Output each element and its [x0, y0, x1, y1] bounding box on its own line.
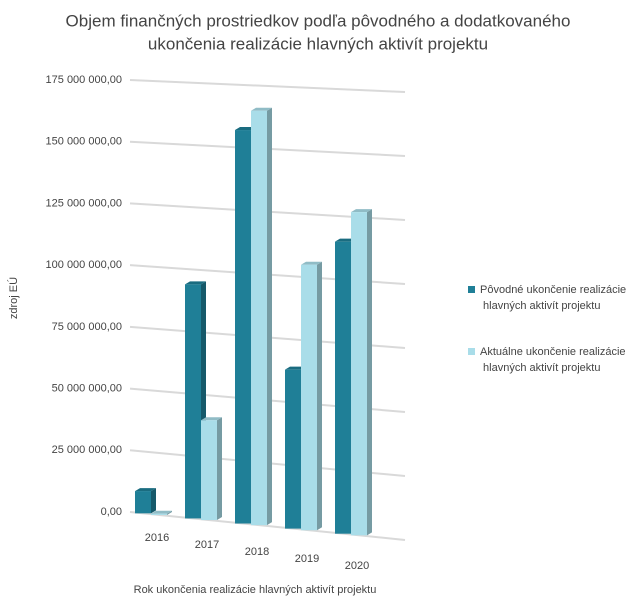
bar — [201, 420, 217, 521]
bar — [285, 369, 301, 529]
legend-swatch — [468, 348, 475, 355]
bar — [335, 241, 351, 534]
bar-top — [151, 510, 172, 514]
y-tick-label: 125 000 000,00 — [46, 197, 122, 209]
bar — [251, 110, 267, 526]
grid-line — [129, 79, 406, 93]
bar — [301, 264, 317, 531]
y-tick-label: 0,00 — [101, 506, 122, 518]
bar-top — [185, 281, 206, 285]
bar — [185, 284, 201, 519]
bar — [135, 491, 151, 514]
y-axis-title: zdroj EÚ — [7, 277, 20, 319]
bar-side — [267, 107, 272, 526]
bar-side — [367, 209, 372, 536]
bar-side — [217, 417, 222, 521]
bar-top — [335, 238, 356, 242]
bar-top — [201, 417, 222, 421]
y-tick-label: 100 000 000,00 — [46, 259, 122, 271]
x-axis-title: Rok ukončenia realizácie hlavných aktiví… — [134, 584, 377, 596]
bar-top — [135, 488, 156, 492]
bar-top — [351, 209, 372, 213]
bar — [351, 212, 367, 536]
x-tick-label: 2018 — [245, 546, 269, 558]
bar-side — [167, 510, 172, 515]
x-tick-label: 2020 — [345, 560, 369, 572]
x-tick-label: 2017 — [195, 539, 219, 551]
y-tick-label: 150 000 000,00 — [46, 136, 122, 148]
y-tick-label: 50 000 000,00 — [52, 382, 122, 394]
legend-label: Aktuálne ukončenie realizácie hlavných a… — [480, 346, 626, 374]
y-tick-label: 175 000 000,00 — [46, 74, 122, 86]
y-tick-label: 25 000 000,00 — [52, 444, 122, 456]
x-tick-label: 2019 — [295, 553, 319, 565]
legend-label: Pôvodné ukončenie realizácie hlavných ak… — [480, 284, 626, 312]
chart-title: ukončenia realizácie hlavných aktivít pr… — [148, 34, 488, 53]
bar-top — [285, 366, 306, 370]
bar — [235, 130, 251, 524]
bar — [151, 513, 167, 515]
bar-top — [235, 127, 256, 131]
bar-side — [151, 488, 156, 514]
bar-top — [251, 107, 272, 111]
legend-swatch — [468, 286, 475, 293]
bar-side — [317, 261, 322, 531]
bar-top — [301, 261, 322, 265]
x-tick-label: 2016 — [145, 532, 169, 544]
y-tick-label: 75 000 000,00 — [52, 321, 122, 333]
chart-title: Objem finančných prostriedkov podľa pôvo… — [66, 11, 571, 30]
grid-line — [129, 511, 406, 541]
